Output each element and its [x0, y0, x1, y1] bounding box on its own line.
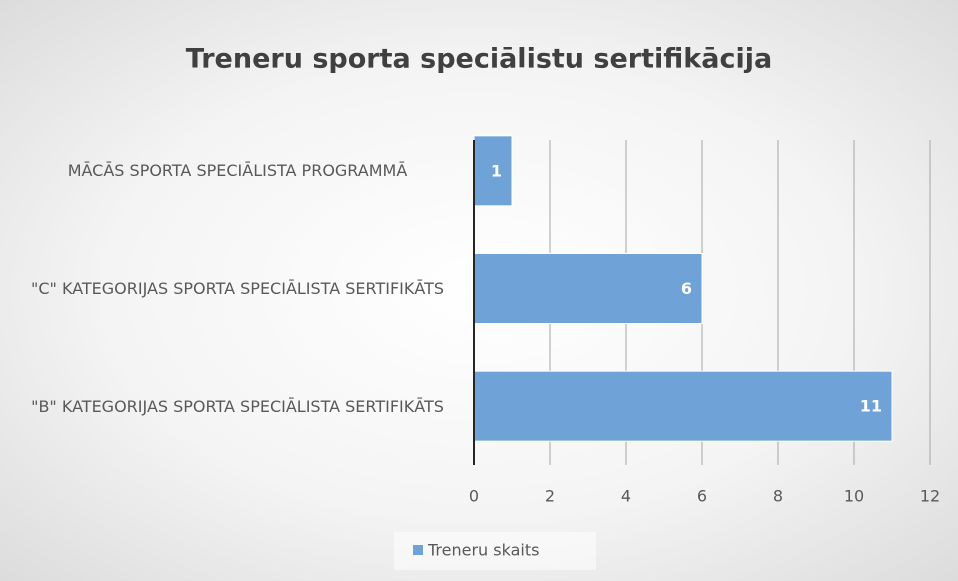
data-label: 11 [860, 397, 882, 416]
y-tick-label: "C" KATEGORIJAS SPORTA SPECIĀLISTA SERTI… [31, 278, 444, 298]
chart-title: Treneru sporta speciālistu sertifikācija [186, 44, 772, 75]
y-tick-label: MĀCĀS SPORTA SPECIĀLISTA PROGRAMMĀ [67, 161, 408, 181]
legend-label: Treneru skaits [427, 541, 539, 560]
legend-swatch [413, 545, 423, 555]
legend-box [394, 532, 596, 570]
y-tick-label: "B" KATEGORIJAS SPORTA SPECIĀLISTA SERTI… [31, 396, 444, 416]
x-tick-label: 2 [545, 487, 555, 506]
x-tick-label: 12 [920, 487, 940, 506]
x-tick-label: 0 [469, 487, 479, 506]
data-label: 1 [491, 161, 502, 180]
x-tick-label: 6 [697, 487, 707, 506]
bar [473, 253, 703, 324]
x-tick-label: 8 [773, 487, 783, 506]
x-tick-label: 10 [844, 487, 864, 506]
x-tick-label: 4 [621, 487, 631, 506]
bar [473, 135, 513, 207]
bar [473, 370, 893, 442]
data-label: 6 [681, 279, 692, 298]
